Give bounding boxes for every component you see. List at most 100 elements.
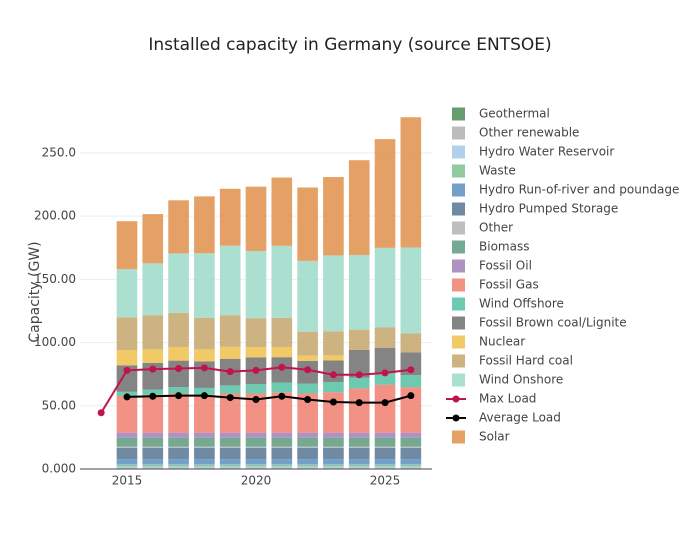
bar-segment	[400, 117, 422, 248]
bar-segment	[297, 432, 318, 438]
bar-segment	[400, 432, 422, 438]
legend-swatch	[452, 316, 465, 330]
bar-segment	[374, 139, 396, 248]
bar-segment	[116, 396, 138, 433]
legend-label: Geothermal	[479, 107, 550, 121]
bar-segment	[168, 312, 189, 347]
line-marker	[252, 366, 260, 374]
bar-segment	[297, 393, 318, 433]
bar-segment	[348, 437, 370, 447]
bar-segment	[297, 464, 318, 467]
bar-segment	[271, 346, 293, 358]
bar-segment	[168, 200, 189, 254]
line-marker	[278, 363, 286, 371]
y-tick-label: 100.00	[34, 335, 76, 349]
bar-segment	[323, 360, 344, 382]
legend-swatch	[452, 126, 465, 140]
bar-segment	[245, 384, 267, 394]
bar-segment	[142, 394, 164, 433]
bar-segment	[142, 389, 164, 395]
bar-segment	[374, 347, 396, 374]
bar-segment	[297, 331, 318, 356]
bar-segment	[271, 317, 293, 347]
bar-segment	[116, 446, 138, 448]
y-tick-label: 250.0	[42, 145, 76, 159]
bar-segment	[219, 466, 241, 469]
y-tick-label: 200.00	[34, 209, 76, 223]
bar-segment	[219, 446, 241, 448]
bar-segment	[271, 382, 293, 393]
bar-segment	[219, 459, 241, 465]
bar-segment	[194, 446, 215, 448]
line-marker	[200, 392, 208, 400]
bar-segment	[194, 432, 215, 438]
bar-segment	[116, 437, 138, 447]
bar-segment	[142, 432, 164, 438]
bar-segment	[168, 466, 189, 469]
line	[126, 394, 412, 404]
bar-segment	[400, 466, 422, 469]
legend-label: Wind Onshore	[479, 373, 563, 387]
bar-segment	[168, 346, 189, 361]
line-marker	[278, 392, 286, 400]
legend-swatch	[452, 430, 465, 444]
bar-segment	[194, 349, 215, 362]
legend-label: Fossil Oil	[479, 259, 532, 273]
bar-segment	[245, 464, 267, 467]
line-marker	[175, 364, 183, 372]
bar-segment	[219, 315, 241, 347]
bar-segment	[271, 464, 293, 467]
bar-segment	[245, 437, 267, 447]
bar-segment	[297, 447, 318, 460]
bar-segment	[116, 466, 138, 469]
y-tick-label: 50.00	[42, 398, 76, 412]
bar-segment	[348, 388, 370, 433]
legend-marker	[452, 395, 460, 403]
legend-swatch	[452, 259, 465, 273]
bar-segment	[168, 459, 189, 465]
bar-segment	[168, 360, 189, 388]
bar-segment	[374, 437, 396, 447]
line-marker	[381, 399, 389, 407]
bar-segment	[400, 375, 422, 388]
line-marker	[355, 399, 363, 407]
bar-segment	[297, 260, 318, 332]
line-marker	[304, 395, 312, 403]
bar-segment	[400, 446, 422, 448]
line-marker	[226, 368, 234, 376]
bar-segment	[400, 333, 422, 353]
bar-segment	[219, 188, 241, 246]
bar-segment	[245, 251, 267, 319]
legend-swatch	[452, 164, 465, 178]
bar-segment	[168, 432, 189, 438]
bar-segment	[400, 464, 422, 467]
bar-segment	[219, 245, 241, 316]
bar-segment	[219, 432, 241, 438]
bar-segment	[194, 466, 215, 469]
legend-label: Hydro Water Reservoir	[479, 145, 614, 159]
line-marker	[175, 392, 183, 400]
line-marker	[329, 398, 337, 406]
bar-segment	[168, 447, 189, 460]
bar-segment	[374, 373, 396, 385]
bar-segment	[194, 387, 215, 395]
legend-label: Fossil Gas	[479, 278, 539, 292]
bar-segment	[142, 447, 164, 460]
bar-segment	[271, 447, 293, 460]
bar-segment	[194, 196, 215, 254]
bar-segment	[271, 459, 293, 465]
bar-segment	[194, 464, 215, 467]
line-marker	[123, 393, 131, 401]
legend-swatch	[452, 145, 465, 159]
bar-segment	[245, 432, 267, 438]
legend-label: Fossil Brown coal/Lignite	[479, 316, 627, 330]
bar-segment	[142, 464, 164, 467]
bar-segment	[271, 437, 293, 447]
bar-segment	[297, 187, 318, 261]
line-marker	[97, 409, 105, 417]
line-marker	[149, 365, 157, 373]
bar-segment	[194, 447, 215, 460]
bar-segment	[245, 347, 267, 358]
legend-label: Other renewable	[479, 126, 579, 140]
